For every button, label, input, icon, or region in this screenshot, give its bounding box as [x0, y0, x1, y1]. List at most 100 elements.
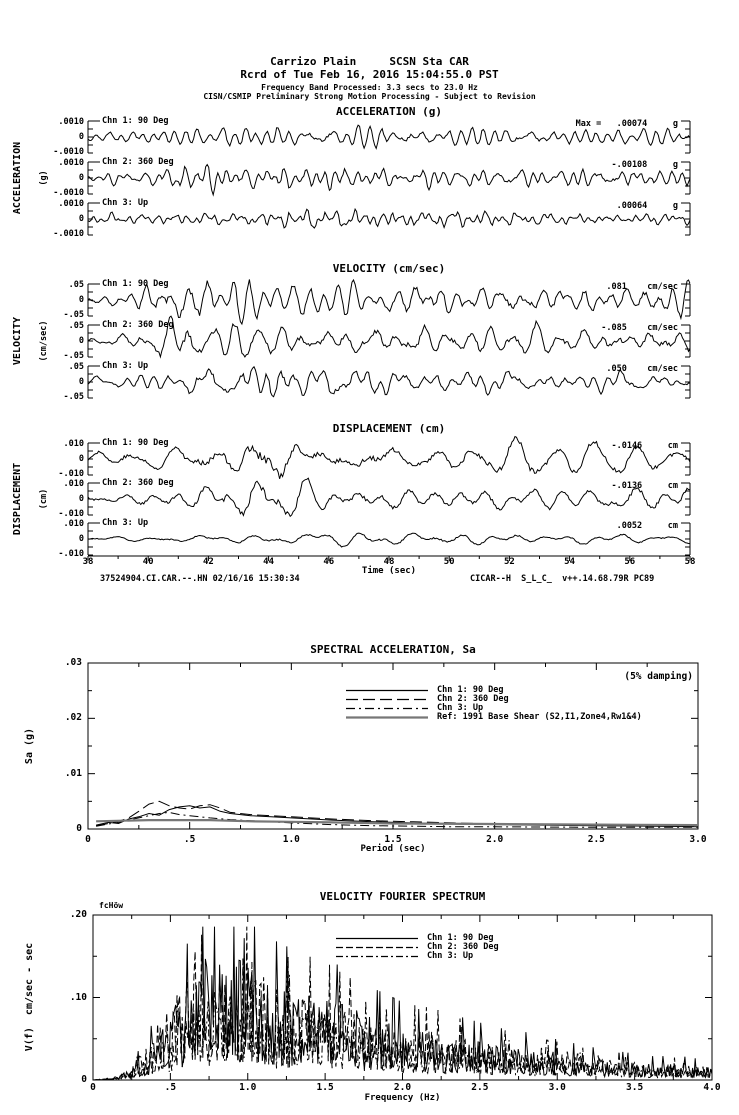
fourier-x-tick-label: 2.5 [471, 1082, 489, 1093]
scale-label: -.05 [63, 351, 84, 361]
sa-legend-label-ref: Ref: 1991 Base Shear (S2,I1,Zone4,Rw1&4) [437, 712, 642, 722]
sa-y-axis-label: Sa (g) [24, 727, 35, 765]
fourier-x-tick-label: 2.0 [393, 1082, 412, 1093]
channel-label: Chn 2: 360 Deg [102, 478, 174, 488]
scale-label: -.010 [58, 509, 84, 519]
fourier-x-tick-label: 1.0 [239, 1082, 257, 1093]
sa-legend-entry-chn3: Chn 3: Up [345, 703, 642, 713]
sa-legend-label-chn1: Chn 1: 90 Deg [437, 685, 504, 695]
acceleration-time-series-waveform-chn2 [87, 163, 691, 197]
scale-label: .010 [63, 479, 84, 489]
channel-label: Chn 3: Up [102, 198, 149, 208]
scale-label: 0 [78, 295, 84, 305]
displacement-time-series-waveform-chn1 [87, 435, 691, 479]
sa-y-tick-label: 0 [76, 823, 82, 834]
fourier-legend-label-chn1: Chn 1: 90 Deg [427, 933, 494, 943]
peak-value-label: .081 cm/sec [606, 282, 678, 292]
time-tick-label: 56 [624, 557, 636, 567]
peak-value-label: .050 cm/sec [606, 364, 678, 374]
scale-label: 0 [78, 173, 84, 183]
sa-x-tick-label: 2.5 [587, 834, 605, 845]
peak-value-label: .0052 cm [616, 521, 678, 531]
fourier-cutoff-annotation: fcHöw [99, 901, 124, 910]
channel-label: Chn 1: 90 Deg [102, 116, 169, 126]
displacement-time-series-waveform-chn2 [87, 477, 691, 518]
fourier-legend-label-chn3: Chn 3: Up [427, 951, 474, 961]
scale-label: -.010 [58, 469, 84, 479]
velocity-time-series-waveform-chn2 [87, 315, 691, 359]
scale-label: .0010 [58, 158, 84, 168]
fourier-x-axis-label: Frequency (Hz) [364, 1093, 441, 1103]
fourier-y-tick-label: .10 [69, 991, 87, 1003]
legend-line-sample-dash [346, 698, 428, 700]
velocity-time-series-waveform-chn3 [87, 365, 691, 398]
peak-value-label: -.085 cm/sec [601, 323, 678, 333]
channel-label: Chn 2: 360 Deg [102, 320, 174, 330]
scale-label: .0010 [58, 117, 84, 127]
sa-legend-entry-chn2: Chn 2: 360 Deg [345, 694, 642, 704]
scale-label: .010 [63, 439, 84, 449]
sa-y-tick-label: .03 [64, 657, 82, 668]
scale-label: -.05 [63, 310, 84, 320]
channel-label: Chn 1: 90 Deg [102, 279, 169, 289]
scale-label: 0 [78, 214, 84, 224]
fourier-legend-entry-chn1: Chn 1: 90 Deg [335, 933, 499, 943]
legend-line-sample-solid [336, 937, 418, 939]
time-axis-label: Time (sec) [361, 566, 417, 576]
sa-damping-note: (5% damping) [624, 671, 693, 682]
peak-value-label: Max = .00074 g [575, 119, 678, 129]
sa-legend-entry-ref: Ref: 1991 Base Shear (S2,I1,Zone4,Rw1&4) [345, 712, 642, 722]
time-tick-label: 52 [503, 557, 515, 567]
legend-line-sample-solid [346, 689, 428, 691]
scale-label: 0 [78, 534, 84, 544]
displacement-axis-label: DISPLACEMENT [12, 462, 23, 536]
scale-label: -.05 [63, 392, 84, 402]
scale-label: .05 [68, 321, 84, 331]
scale-label: -.0010 [53, 229, 84, 239]
scale-label: .0010 [58, 199, 84, 209]
velocity-time-series-waveform-chn1 [87, 278, 691, 326]
sa-chart-title: SPECTRAL ACCELERATION, Sa [310, 643, 476, 656]
fourier-y-tick-label: .20 [69, 909, 87, 920]
acceleration-section-title: ACCELERATION (g) [336, 105, 442, 118]
fourier-y-tick-label: 0 [81, 1074, 87, 1085]
fourier-curve-chn2 [92, 926, 713, 1081]
footer-processing-id: CICAR--H S_L_C_ v++.14.68.79R PC89 [470, 574, 655, 584]
sa-x-tick-label: 0 [85, 834, 91, 845]
peak-value-label: -.0146 cm [611, 441, 678, 451]
scale-label: 0 [78, 132, 84, 142]
header-record-line: Rcrd of Tue Feb 16, 2016 15:04:55.0 PST [240, 68, 499, 81]
channel-label: Chn 3: Up [102, 361, 149, 371]
fourier-legend-entry-chn3: Chn 3: Up [335, 951, 499, 961]
peak-value-label: .00064 g [616, 201, 678, 211]
fourier-chart-title: VELOCITY FOURIER SPECTRUM [319, 890, 486, 903]
scale-label: 0 [78, 336, 84, 346]
fourier-x-tick-label: 3.5 [626, 1082, 644, 1093]
sa-legend-label-chn3: Chn 3: Up [437, 703, 484, 713]
acceleration-time-series-waveform-chn3 [87, 207, 691, 230]
time-tick-label: 38 [82, 557, 94, 567]
peak-value-label: -.00108 g [611, 160, 678, 170]
legend-line-sample-dashdot [336, 955, 418, 957]
time-tick-label: 48 [383, 557, 395, 567]
time-tick-label: 54 [564, 557, 576, 567]
scale-label: -.0010 [53, 188, 84, 198]
fourier-legend-label-chn2: Chn 2: 360 Deg [427, 942, 499, 952]
legend-line-sample-ref [346, 715, 428, 719]
displacement-section-title: DISPLACEMENT (cm) [332, 422, 446, 435]
scale-label: .010 [63, 519, 84, 529]
sa-x-axis-label: Period (sec) [360, 844, 426, 854]
acceleration-axis-label: ACCELERATION [12, 141, 23, 215]
fourier-x-tick-label: 4.0 [703, 1082, 721, 1093]
sa-legend: Chn 1: 90 Deg Chn 2: 360 Deg Chn 3: Up R… [345, 685, 642, 722]
fourier-curve-chn3 [93, 958, 713, 1081]
time-tick-label: 46 [323, 557, 335, 567]
header-station-line: Carrizo Plain SCSN Sta CAR [270, 55, 469, 68]
legend-line-sample-dashdot [346, 707, 428, 709]
time-tick-label: 58 [684, 557, 696, 567]
time-tick-label: 42 [202, 557, 214, 567]
displacement-time-series-waveform-chn3 [88, 532, 691, 548]
peak-value-label: -.0136 cm [611, 481, 678, 491]
